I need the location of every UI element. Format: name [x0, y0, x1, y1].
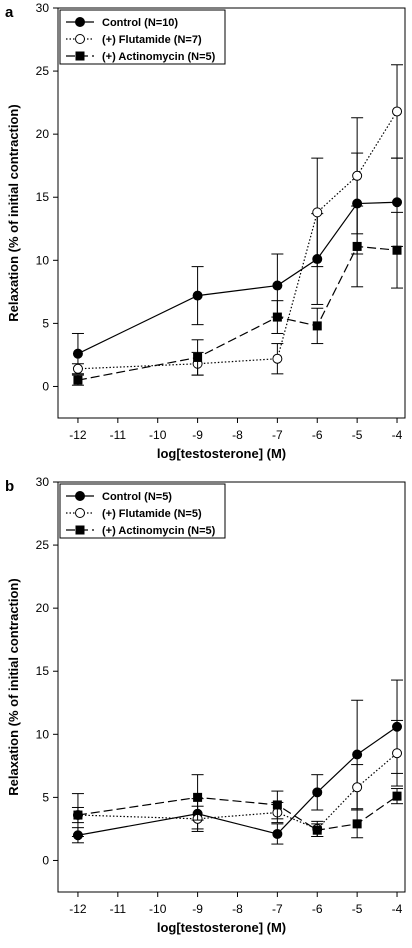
chart-b-y-tick-label: 20	[36, 601, 50, 615]
chart-a-series-2-point	[72, 363, 83, 374]
chart-a-x-tick-label: -4	[392, 428, 403, 442]
chart-b-series-1-point	[352, 749, 363, 760]
chart-a-x-tick-label: -8	[232, 428, 243, 442]
chart-a-x-tick-label: -9	[192, 428, 203, 442]
chart-b-y-tick-label: 10	[36, 727, 50, 741]
chart-a-x-axis-title: log[testosterone] (M)	[157, 446, 286, 461]
chart-a-legend-entry-3: (+) Actinomycin (N=5)	[102, 51, 216, 63]
chart-a-legend-marker-1	[75, 17, 85, 27]
chart-b-series-3-line	[77, 795, 398, 831]
chart-b-series-3-point	[392, 791, 402, 801]
chart-b-svg: b 0 5 10 15 20 25 30 -12 -11 -10 -9 -8 -7 -6 -5 -4 log[te…	[5, 475, 406, 935]
chart-b-plot-frame	[57, 481, 406, 893]
chart-a-y-axis-title: Relaxation (% of initial contraction)	[6, 104, 21, 321]
chart-a-series-3-point	[392, 245, 402, 255]
chart-a-series-2-point	[312, 207, 323, 218]
chart-b-legend-marker-2	[75, 508, 85, 518]
chart-b-series-2-point	[392, 748, 403, 759]
chart-a-series-3-line	[77, 245, 398, 381]
chart-b-y-axis-title: Relaxation (% of initial contraction)	[6, 578, 21, 795]
chart-a-series-1-point	[392, 197, 403, 208]
chart-b-legend-entry-1: Control (N=5)	[102, 491, 172, 503]
chart-b-x-tick-label: -7	[272, 902, 283, 916]
chart-b-y-tick-label: 30	[36, 475, 50, 489]
chart-a-y-tick-label: 0	[42, 379, 49, 393]
chart-a-x-tick-label: -7	[272, 428, 283, 442]
chart-b-x-tick-label: -10	[149, 902, 167, 916]
chart-b-panel-label: b	[5, 478, 14, 495]
chart-b-legend-box	[59, 483, 226, 539]
chart-b-x-tick-label: -9	[192, 902, 203, 916]
chart-a-legend-entry-1: Control (N=10)	[102, 17, 178, 29]
chart-a-series-2-point	[272, 353, 283, 364]
chart-a-series-3-point	[312, 321, 322, 331]
chart-a-legend-marker-2	[75, 34, 85, 44]
chart-b-x-tick-label: -4	[392, 902, 403, 916]
chart-a-series-3-point	[193, 352, 203, 362]
chart-a-svg: a 0 5 10 15 20 25 30 -12 -11 -10 -9 -8 -7 -6 -5 -4 log[te…	[5, 1, 406, 461]
chart-b-y-tick-label: 15	[36, 664, 50, 678]
chart-a-x-tick-label: -10	[149, 428, 167, 442]
chart-b-series-3-point	[193, 792, 203, 802]
chart-b-x-tick-label: -8	[232, 902, 243, 916]
chart-a-series-2-point	[392, 106, 403, 117]
chart-b-series-2-point	[352, 782, 363, 793]
chart-a-series-1-line	[77, 201, 398, 355]
chart-b-series-3-point	[352, 819, 362, 829]
chart-b-x-tick-label: -11	[110, 902, 127, 916]
chart-b-x-tick-label: -12	[69, 902, 87, 916]
chart-b-y-tick-label: 25	[36, 538, 50, 552]
chart-a-series-3-point	[73, 375, 83, 385]
chart-a-x-tick-label: -11	[110, 428, 127, 442]
chart-b-series-1-point	[312, 787, 323, 798]
chart-a-series-1-point	[272, 280, 283, 291]
chart-a-plot-frame	[57, 7, 406, 419]
chart-b-series-3-point	[272, 800, 282, 810]
chart-a-x-tick-label: -6	[312, 428, 323, 442]
chart-a-panel-label: a	[5, 4, 14, 21]
chart-a-y-tick-label: 25	[36, 64, 50, 78]
chart-a-series-3-point	[272, 312, 282, 322]
chart-b-y-tick-label: 0	[42, 853, 49, 867]
chart-a-x-tick-label: -12	[69, 428, 87, 442]
chart-b-x-tick-label: -5	[352, 902, 363, 916]
chart-b-series-3-point	[312, 825, 322, 835]
chart-a-legend-box	[59, 9, 226, 65]
chart-b-series-2-line	[77, 752, 398, 830]
chart-b-legend-entry-2: (+) Flutamide (N=5)	[102, 508, 202, 520]
chart-b-legend-entry-3: (+) Actinomycin (N=5)	[102, 525, 216, 537]
chart-b-series-1-point	[272, 828, 283, 839]
chart-a-y-tick-label: 15	[36, 190, 50, 204]
chart-a-series-1-point	[72, 348, 83, 359]
chart-a-series-3-point	[352, 241, 362, 251]
chart-b-series-1-line	[77, 726, 398, 836]
chart-a-y-tick-label: 20	[36, 127, 50, 141]
chart-a-series-2-point	[352, 170, 363, 181]
chart-a-legend-entry-2: (+) Flutamide (N=7)	[102, 34, 202, 46]
chart-b-legend-marker-3	[75, 525, 85, 535]
chart-panel-a: a 0 5 10 15 20 25 30 -12 -11 -10 -9 -8 -7 -6 -5 -4 log[te…	[5, 1, 406, 461]
chart-a-x-tick-label: -5	[352, 428, 363, 442]
chart-b-y-tick-label: 5	[42, 790, 49, 804]
chart-a-legend-marker-3	[75, 51, 85, 61]
chart-a-y-tick-label: 30	[36, 1, 50, 15]
chart-b-series-3-point	[73, 810, 83, 820]
chart-a-y-tick-label: 10	[36, 253, 50, 267]
chart-panel-b: b 0 5 10 15 20 25 30 -12 -11 -10 -9 -8 -7 -6 -5 -4 log[te…	[0, 474, 412, 948]
chart-b-x-tick-label: -6	[312, 902, 323, 916]
chart-b-x-axis-title: log[testosterone] (M)	[157, 920, 286, 935]
chart-a-series-1-point	[192, 290, 203, 301]
chart-b-legend-marker-1	[75, 491, 85, 501]
chart-a-y-tick-label: 5	[42, 316, 49, 330]
